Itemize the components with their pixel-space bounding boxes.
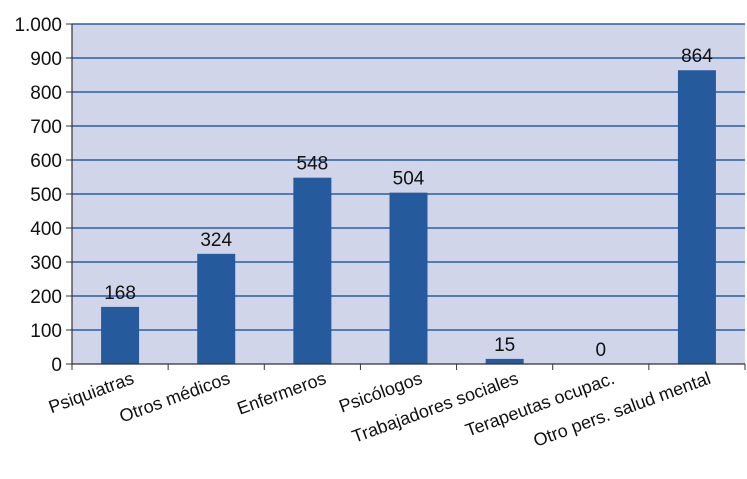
y-tick-label: 800 [30, 83, 62, 104]
data-label: 0 [595, 340, 606, 361]
bar [677, 70, 716, 365]
data-label: 324 [200, 230, 232, 251]
axes [71, 24, 746, 370]
y-tick-label: 1.000 [14, 15, 62, 36]
y-tick-label: 400 [30, 219, 62, 240]
bar [101, 306, 140, 364]
y-tick-label: 300 [30, 253, 62, 274]
data-label: 864 [681, 46, 713, 67]
data-labels: 168 324 548 504 15 0 864 [104, 46, 713, 361]
bar [293, 177, 332, 364]
x-tick-label: Trabajadores sociales [349, 368, 521, 447]
bar [389, 192, 428, 364]
data-label: 168 [104, 283, 136, 304]
bar [485, 358, 524, 364]
x-tick-label: Otro pers. salud mental [531, 368, 714, 451]
y-tick-label: 700 [30, 117, 62, 138]
x-tick-label: Otros médicos [117, 368, 233, 426]
data-label: 504 [393, 169, 425, 190]
x-tick-label: Enfermeros [234, 368, 328, 419]
y-tick-label: 600 [30, 151, 62, 172]
bar [197, 253, 236, 364]
y-tick-label: 200 [30, 287, 62, 308]
y-tick-labels: 0 100 200 300 400 500 600 700 800 900 1.000 [14, 15, 62, 376]
data-label: 15 [494, 335, 515, 356]
data-label: 548 [297, 154, 329, 175]
y-tick-label: 500 [30, 185, 62, 206]
y-tick-label: 900 [30, 49, 62, 70]
y-tick-label: 0 [51, 355, 62, 376]
bars [101, 70, 716, 365]
y-tick-label: 100 [30, 321, 62, 342]
